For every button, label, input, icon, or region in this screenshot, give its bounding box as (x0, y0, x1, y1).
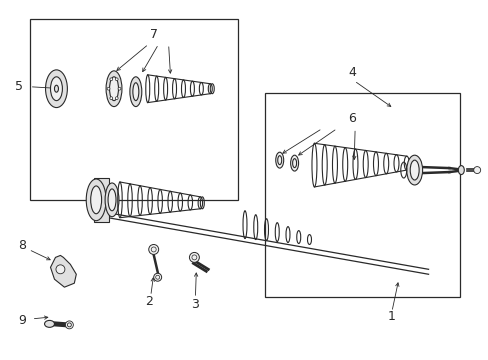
Text: 3: 3 (191, 297, 199, 311)
Ellipse shape (108, 189, 116, 211)
Ellipse shape (133, 83, 139, 100)
Polygon shape (50, 255, 76, 287)
Ellipse shape (106, 71, 122, 107)
Ellipse shape (409, 160, 418, 180)
Text: 2: 2 (144, 294, 152, 307)
Circle shape (148, 244, 158, 255)
Ellipse shape (54, 85, 59, 92)
Text: 4: 4 (347, 66, 355, 79)
Bar (264, 93, 459, 297)
Text: 9: 9 (18, 314, 25, 327)
Ellipse shape (290, 155, 298, 171)
Ellipse shape (86, 179, 106, 221)
Bar (94, 178, 109, 222)
Ellipse shape (109, 77, 118, 100)
Circle shape (110, 97, 112, 100)
Circle shape (473, 167, 480, 174)
Text: 8: 8 (18, 239, 26, 252)
Ellipse shape (130, 77, 142, 107)
Ellipse shape (406, 155, 422, 185)
Ellipse shape (45, 70, 67, 108)
Text: 5: 5 (15, 80, 23, 93)
Circle shape (110, 78, 112, 81)
Circle shape (56, 265, 65, 274)
Text: 6: 6 (347, 112, 355, 125)
Circle shape (118, 87, 121, 90)
Ellipse shape (50, 77, 62, 100)
Ellipse shape (90, 186, 102, 214)
Text: 1: 1 (387, 310, 395, 323)
Ellipse shape (275, 152, 283, 168)
Circle shape (189, 252, 199, 262)
Bar (30, 19, 238, 200)
Ellipse shape (105, 183, 119, 217)
Circle shape (65, 321, 73, 329)
Circle shape (115, 78, 118, 81)
Ellipse shape (44, 320, 54, 327)
Circle shape (107, 87, 110, 90)
Ellipse shape (457, 166, 463, 175)
Circle shape (153, 273, 162, 281)
Text: 7: 7 (149, 28, 158, 41)
Circle shape (115, 97, 118, 100)
